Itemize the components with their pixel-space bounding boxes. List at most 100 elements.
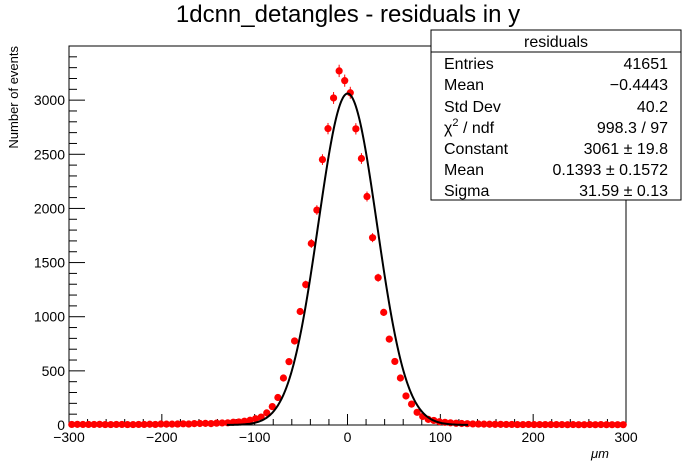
x-tick-label: −100	[239, 429, 271, 445]
stats-value-entries: 41651	[624, 56, 669, 73]
point-marker	[536, 420, 544, 429]
point-marker	[508, 420, 516, 429]
data-point	[146, 420, 154, 428]
data-point	[569, 420, 577, 429]
data-point	[79, 420, 87, 429]
data-point	[90, 420, 98, 429]
point-marker	[547, 420, 555, 429]
data-point	[380, 308, 388, 316]
data-marks	[68, 64, 627, 429]
point-marker	[285, 358, 293, 366]
chi-symbol: χ	[444, 120, 453, 137]
data-point	[357, 153, 366, 164]
point-marker	[374, 274, 382, 282]
data-point	[329, 92, 338, 104]
x-tick-label: 300	[614, 429, 638, 445]
stats-label-fit-mean: Mean	[444, 162, 484, 179]
data-point	[313, 205, 321, 215]
point-marker	[118, 420, 126, 429]
point-marker	[290, 337, 299, 345]
data-point	[407, 400, 416, 408]
data-point	[352, 123, 360, 135]
stats-value-constant: 3061 ± 19.8	[584, 141, 669, 158]
point-marker	[140, 420, 148, 429]
data-point	[290, 337, 299, 345]
data-point	[285, 358, 293, 366]
point-marker	[396, 374, 405, 382]
data-point	[413, 408, 421, 416]
point-marker	[502, 420, 510, 429]
point-marker	[413, 408, 421, 416]
y-tick-label: 1500	[34, 255, 65, 271]
data-point	[140, 420, 148, 429]
data-point	[524, 420, 533, 429]
point-marker	[318, 155, 327, 164]
data-point	[268, 402, 276, 411]
point-marker	[619, 421, 627, 429]
data-point	[207, 419, 215, 428]
stats-value-mean: −0.4443	[610, 77, 668, 94]
data-point	[324, 122, 332, 135]
data-point	[385, 335, 393, 343]
y-tick-label: 3000	[34, 92, 65, 108]
y-axis-title: Number of events	[6, 46, 21, 149]
point-marker	[524, 420, 533, 429]
data-point	[474, 420, 482, 428]
data-point	[162, 420, 171, 428]
point-marker	[307, 239, 315, 248]
stats-label-entries: Entries	[444, 56, 494, 73]
point-marker	[123, 420, 132, 429]
data-point	[497, 420, 505, 428]
point-marker	[251, 415, 260, 423]
point-marker	[213, 419, 221, 427]
point-marker	[491, 420, 499, 428]
point-marker	[263, 409, 271, 417]
data-point	[508, 420, 516, 429]
y-tick-label: 2000	[34, 200, 65, 216]
data-point	[296, 307, 304, 316]
data-point	[274, 393, 282, 402]
point-marker	[190, 419, 198, 428]
data-point	[341, 74, 349, 87]
stats-title: residuals	[524, 34, 588, 51]
point-marker	[196, 419, 204, 428]
point-marker	[530, 420, 538, 429]
data-point	[363, 191, 371, 202]
point-marker	[112, 420, 120, 429]
data-point	[151, 420, 159, 429]
data-point	[68, 420, 76, 429]
data-point	[575, 421, 583, 429]
point-marker	[335, 67, 343, 75]
data-point	[519, 420, 527, 429]
data-point	[602, 421, 611, 429]
data-point	[96, 420, 104, 428]
data-point	[190, 419, 198, 428]
point-marker	[174, 420, 182, 428]
x-axis-title: μm	[590, 446, 609, 461]
point-marker	[469, 420, 477, 428]
data-point	[302, 280, 310, 289]
data-point	[614, 421, 622, 429]
stats-label-stddev: Std Dev	[444, 99, 501, 116]
stats-value-chi2: 998.3 / 97	[597, 120, 668, 137]
point-marker	[274, 393, 282, 402]
data-point	[391, 357, 399, 366]
point-marker	[575, 421, 583, 429]
point-marker	[240, 417, 249, 425]
data-point	[619, 421, 627, 429]
data-point	[185, 420, 193, 428]
point-marker	[96, 420, 104, 428]
data-point	[174, 420, 182, 428]
stats-label-sigma: Sigma	[444, 183, 489, 200]
stats-label-mean: Mean	[444, 77, 484, 94]
data-point	[485, 420, 494, 428]
point-marker	[129, 420, 137, 429]
point-marker	[179, 420, 187, 428]
stats-box: residuals Entries 41651 Mean −0.4443 Std…	[430, 29, 682, 201]
point-marker	[157, 420, 165, 428]
point-marker	[614, 421, 622, 429]
data-point	[107, 420, 115, 429]
point-marker	[474, 420, 482, 428]
point-marker	[185, 420, 193, 428]
